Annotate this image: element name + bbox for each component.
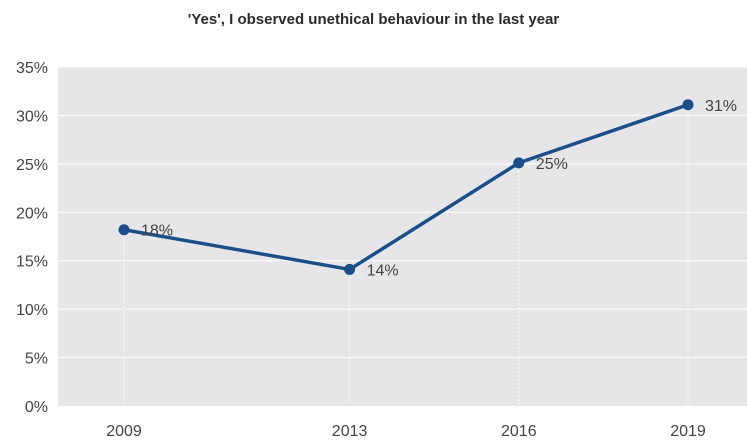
y-tick-label: 25%: [16, 157, 48, 174]
y-tick-label: 20%: [16, 205, 48, 222]
data-label: 18%: [141, 223, 173, 240]
data-point: [513, 157, 525, 169]
x-tick-label: 2009: [106, 423, 142, 440]
y-tick-label: 5%: [25, 351, 48, 368]
y-tick-label: 15%: [16, 254, 48, 271]
data-point: [682, 99, 694, 111]
data-label: 14%: [367, 262, 399, 279]
series-line: [123, 103, 689, 272]
data-point: [118, 224, 130, 236]
data-point: [344, 263, 356, 275]
x-tick-label: 2016: [501, 423, 537, 440]
y-tick-label: 30%: [16, 108, 48, 125]
y-tick-label: 35%: [16, 60, 48, 77]
data-label: 25%: [536, 156, 568, 173]
data-label: 31%: [705, 98, 737, 115]
x-tick-label: 2013: [332, 423, 368, 440]
y-tick-label: 0%: [25, 399, 48, 416]
chart-title: 'Yes', I observed unethical behaviour in…: [187, 11, 560, 28]
x-tick-label: 2019: [670, 423, 706, 440]
y-tick-label: 10%: [16, 302, 48, 319]
